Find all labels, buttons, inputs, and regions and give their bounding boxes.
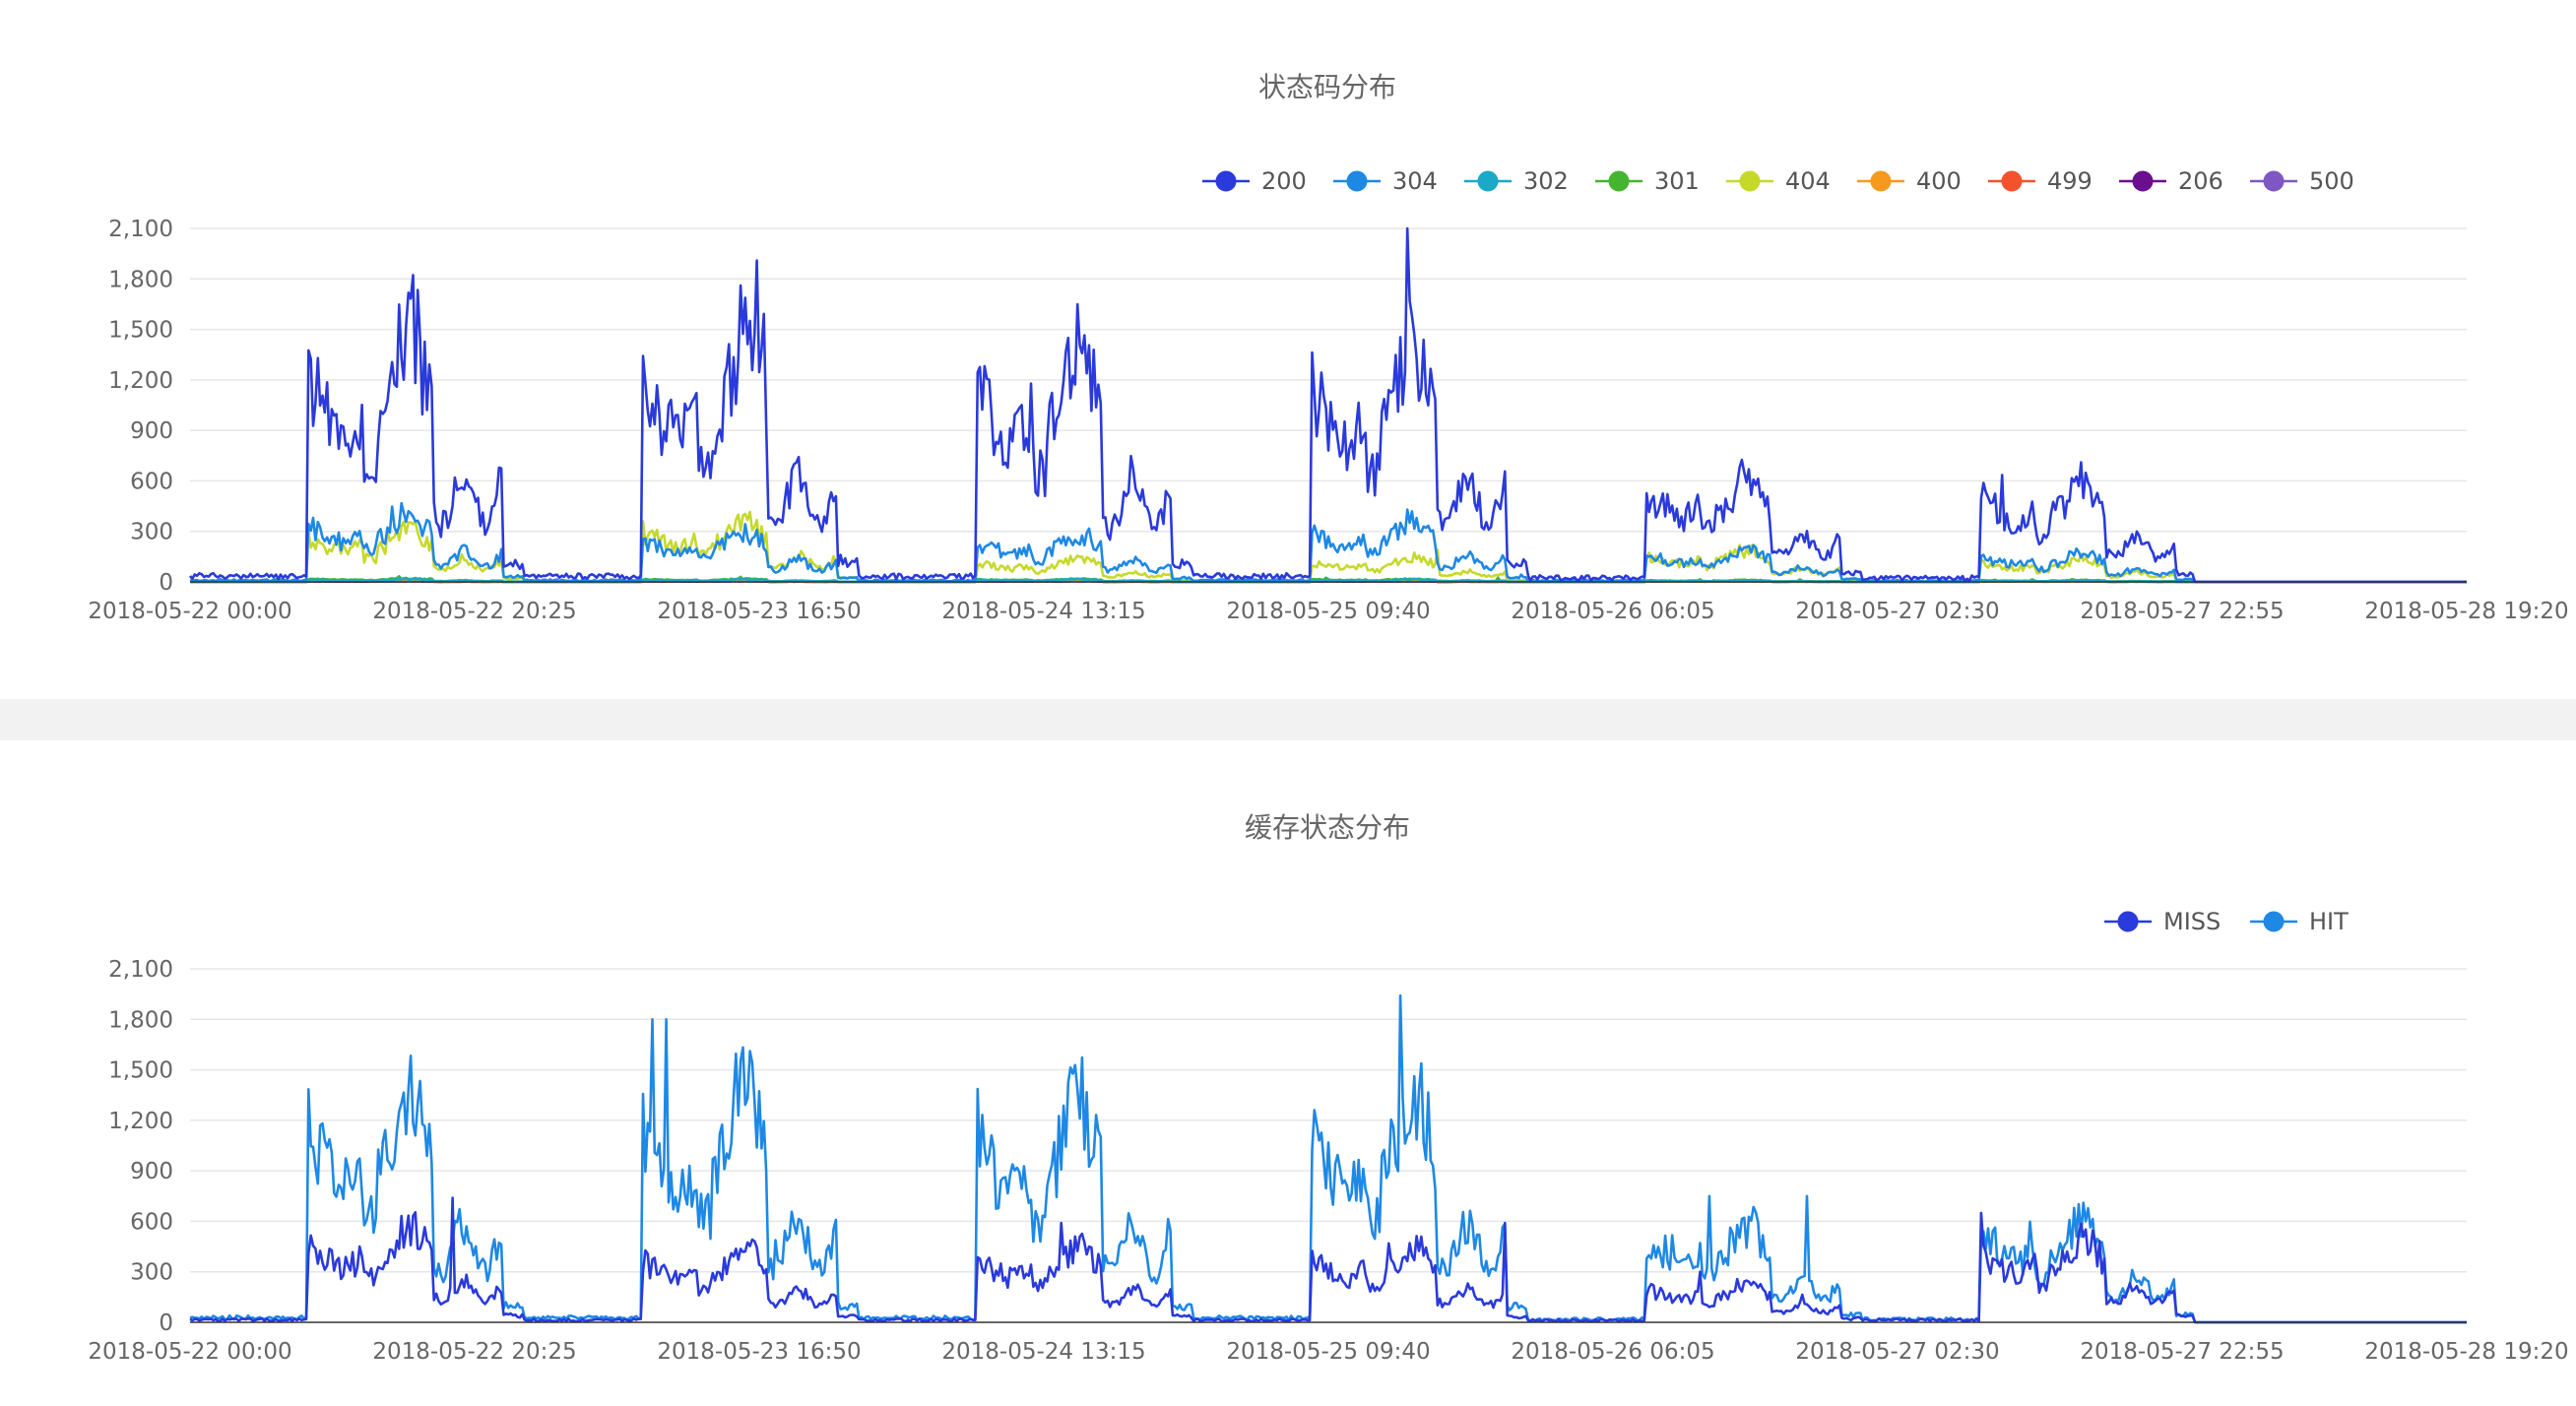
legend-item-hit[interactable]: HIT xyxy=(2250,908,2349,935)
legend-label: 500 xyxy=(2309,167,2354,195)
y-tick-label: 1,500 xyxy=(108,1058,173,1084)
x-tick-label: 2018-05-27 02:30 xyxy=(1795,599,1999,624)
x-tick-label: 2018-05-27 22:55 xyxy=(2080,599,2284,624)
x-tick-label: 2018-05-24 13:15 xyxy=(941,599,1145,624)
legend-label: 499 xyxy=(2047,167,2093,195)
legend-item-302[interactable]: 302 xyxy=(1464,167,1569,195)
y-tick-label: 2,100 xyxy=(108,217,173,242)
legend-item-499[interactable]: 499 xyxy=(1988,167,2093,195)
x-tick-label: 2018-05-23 16:50 xyxy=(657,599,861,624)
legend-label: 301 xyxy=(1654,167,1700,195)
legend-item-400[interactable]: 400 xyxy=(1857,167,1962,195)
y-tick-label: 900 xyxy=(130,418,173,444)
y-tick-label: 1,200 xyxy=(108,1109,173,1134)
legend-item-206[interactable]: 206 xyxy=(2119,167,2223,195)
legend: MISS HIT xyxy=(2104,908,2349,935)
series-line-200 xyxy=(188,226,2467,584)
legend-item-miss[interactable]: MISS xyxy=(2104,908,2221,935)
x-tick-label: 2018-05-25 09:40 xyxy=(1226,599,1430,624)
legend-item-304[interactable]: 304 xyxy=(1333,167,1438,195)
legend-label: MISS xyxy=(2163,908,2221,935)
x-tick-label: 2018-05-25 09:40 xyxy=(1226,1339,1430,1365)
x-tick-label: 2018-05-22 20:25 xyxy=(372,1339,576,1365)
legend-label: HIT xyxy=(2309,908,2349,935)
y-tick-label: 1,200 xyxy=(108,368,173,394)
legend-label: 302 xyxy=(1523,167,1569,195)
chart-title: 状态码分布 xyxy=(1258,71,1396,103)
y-tick-label: 300 xyxy=(130,1260,173,1286)
x-tick-label: 2018-05-22 00:00 xyxy=(88,599,291,624)
y-tick-label: 1,500 xyxy=(108,318,173,344)
y-tick-label: 600 xyxy=(130,469,173,494)
y-tick-label: 2,100 xyxy=(108,957,173,983)
legend: 200 304 302 301 404 400 499 206 500 xyxy=(1202,167,2354,195)
x-tick-label: 2018-05-24 13:15 xyxy=(941,1339,1145,1365)
x-tick-label: 2018-05-28 19:20 xyxy=(2364,599,2568,624)
cache-status-chart: 缓存状态分布 0 300 600 900 1,200 1,500 1,800 2,100 2018… xyxy=(88,811,2568,1365)
legend-label: 404 xyxy=(1785,167,1831,195)
status-code-chart-panel: 状态码分布 0 300 600 900 1,200 1,500 1,800 2,100 2018-… xyxy=(0,0,2576,699)
y-tick-label: 900 xyxy=(130,1159,173,1184)
x-tick-label: 2018-05-27 22:55 xyxy=(2080,1339,2284,1365)
y-tick-label: 0 xyxy=(159,1310,173,1336)
series-line-hit xyxy=(189,993,2467,1324)
y-tick-label: 600 xyxy=(130,1209,173,1235)
y-tick-label: 1,800 xyxy=(108,1007,173,1033)
legend-item-200[interactable]: 200 xyxy=(1202,167,1307,195)
series-line-miss xyxy=(189,1196,2467,1324)
x-tick-label: 2018-05-22 00:00 xyxy=(88,1339,291,1365)
y-tick-label: 300 xyxy=(130,520,173,545)
chart-title: 缓存状态分布 xyxy=(1245,811,1410,844)
x-tick-label: 2018-05-28 19:20 xyxy=(2364,1339,2568,1365)
cache-status-chart-panel: 缓存状态分布 0 300 600 900 1,200 1,500 1,800 2,100 2018… xyxy=(0,740,2576,1406)
y-tick-label: 0 xyxy=(159,570,173,596)
x-tick-label: 2018-05-23 16:50 xyxy=(657,1339,861,1365)
x-tick-label: 2018-05-26 06:05 xyxy=(1511,1339,1714,1365)
legend-item-301[interactable]: 301 xyxy=(1595,167,1700,195)
x-tick-label: 2018-05-27 02:30 xyxy=(1795,1339,1999,1365)
x-tick-label: 2018-05-22 20:25 xyxy=(372,599,576,624)
status-code-chart: 状态码分布 0 300 600 900 1,200 1,500 1,800 2,100 2018-… xyxy=(88,71,2568,624)
legend-label: 206 xyxy=(2178,167,2223,195)
y-tick-label: 1,800 xyxy=(108,267,173,292)
legend-label: 200 xyxy=(1261,167,1307,195)
legend-label: 304 xyxy=(1392,167,1438,195)
legend-item-404[interactable]: 404 xyxy=(1726,167,1831,195)
legend-label: 400 xyxy=(1916,167,1962,195)
x-tick-label: 2018-05-26 06:05 xyxy=(1511,599,1714,624)
series-line-304 xyxy=(189,501,2467,584)
legend-item-500[interactable]: 500 xyxy=(2250,167,2354,195)
